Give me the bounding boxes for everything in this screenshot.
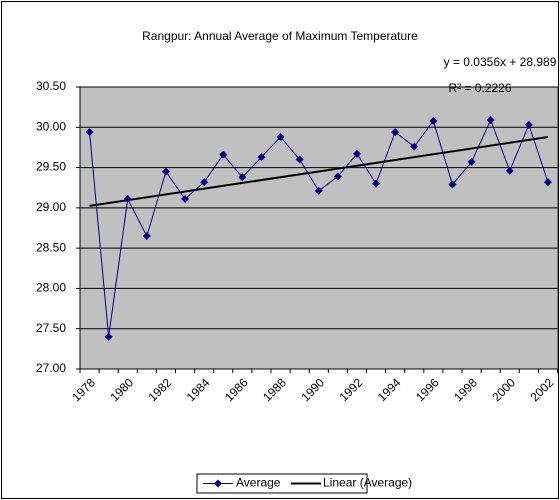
y-tick-label: 27.50 <box>36 321 66 335</box>
marker <box>448 180 457 189</box>
marker <box>85 128 94 137</box>
chart-title: Rangpur: Annual Average of Maximum Tempe… <box>142 29 418 43</box>
plot-area <box>79 86 558 370</box>
legend-box <box>196 473 368 494</box>
trend-equation: y = 0.0356x + 28.989 <box>444 55 557 69</box>
marker <box>200 178 209 187</box>
marker <box>238 173 247 182</box>
marker <box>142 232 151 241</box>
marker <box>372 179 381 188</box>
marker <box>257 153 266 162</box>
y-tick-label: 29.50 <box>36 160 66 174</box>
trendline <box>89 136 549 207</box>
marker <box>543 178 552 187</box>
marker <box>467 157 476 166</box>
marker <box>410 142 419 151</box>
marker <box>276 132 285 141</box>
marker <box>161 167 170 176</box>
legend-marker <box>214 479 222 488</box>
marker <box>123 194 132 203</box>
y-tick-label: 30.50 <box>36 79 66 93</box>
marker <box>104 332 113 341</box>
legend-label: Average <box>236 476 281 490</box>
marker <box>333 172 342 181</box>
y-tick-label: 28.00 <box>36 281 66 295</box>
marker <box>486 116 495 125</box>
marker <box>314 186 323 195</box>
marker <box>295 155 304 164</box>
marker <box>429 116 438 125</box>
marker <box>391 128 400 137</box>
marker <box>219 150 228 159</box>
y-tick-label: 30.00 <box>36 119 66 133</box>
marker <box>352 149 361 158</box>
legend-label: Linear (Average) <box>323 476 412 490</box>
marker <box>181 194 190 203</box>
marker <box>524 120 533 129</box>
y-tick-label: 28.50 <box>36 240 66 254</box>
y-tick-label: 29.00 <box>36 200 66 214</box>
trend-r-squared: R² = 0.2226 <box>448 81 511 95</box>
y-tick-label: 27.00 <box>36 361 66 375</box>
marker <box>505 166 514 175</box>
legend: Average Linear (Average) <box>196 473 412 494</box>
